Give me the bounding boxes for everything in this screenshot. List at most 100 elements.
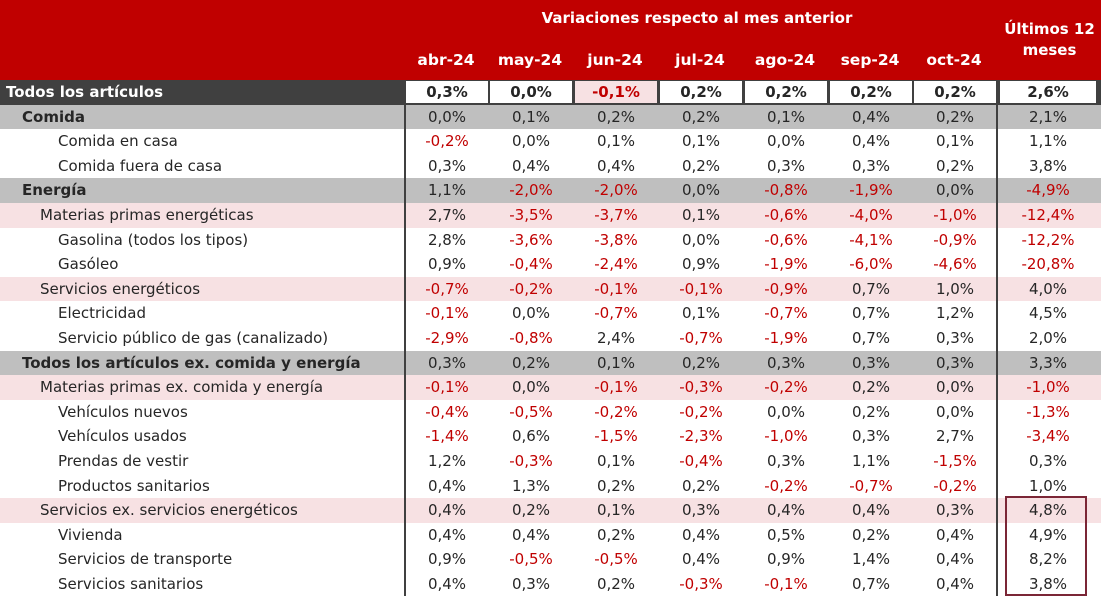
value-cell: 0,3% — [935, 329, 975, 347]
month-header: ago-24 — [754, 51, 816, 69]
value-cell: -0,2% — [764, 476, 808, 495]
value-cell: 0,0% — [681, 230, 721, 249]
value-cell: 0,0% — [511, 304, 551, 323]
value-cell: -2,3% — [679, 427, 723, 446]
value-cell: 0,3% — [406, 81, 488, 103]
value-cell: 0,2% — [511, 501, 551, 520]
value-cell: 1,1% — [851, 452, 891, 470]
value-cell: -2,9% — [425, 329, 469, 347]
value-cell: -4,6% — [933, 255, 977, 274]
value-cell: -0,7% — [764, 304, 808, 323]
last12-cell: 1,0% — [1028, 476, 1068, 495]
value-cell: 0,0% — [511, 132, 551, 151]
value-cell: 0,4% — [935, 575, 975, 593]
last12-header-line2: meses — [1022, 41, 1077, 59]
column-divider — [996, 80, 998, 596]
value-cell: 0,2% — [935, 156, 975, 175]
last12-cell: 4,0% — [1028, 279, 1068, 298]
value-cell: 0,3% — [427, 156, 467, 175]
last12-cell: 3,8% — [1028, 575, 1068, 593]
value-cell: 0,2% — [596, 476, 636, 495]
value-cell: 0,1% — [935, 132, 975, 151]
value-cell: -0,6% — [764, 230, 808, 249]
table-row: Prendas de vestir 1,2% -0,3% 0,1% -0,4% 0,3% 1… — [0, 449, 1101, 474]
row-label: Comida en casa — [58, 132, 178, 151]
value-cell: -0,1% — [575, 81, 657, 103]
last12-cell: 4,9% — [1028, 525, 1068, 544]
table-row: Materias primas ex. comida y energía -0,1… — [0, 375, 1101, 400]
row-label: Todos los artículos — [6, 83, 164, 101]
value-cell: 0,2% — [745, 81, 827, 103]
value-cell: 0,2% — [681, 107, 721, 126]
value-cell: 0,2% — [851, 402, 891, 421]
last12-cell: 2,6% — [1000, 81, 1096, 103]
value-cell: 0,2% — [596, 107, 636, 126]
row-label: Vehículos usados — [58, 427, 187, 446]
row-label: Servicios sanitarios — [58, 575, 204, 593]
value-cell: -0,5% — [594, 550, 638, 569]
table-row: Gasóleo 0,9% -0,4% -2,4% 0,9% -1,9% -6,0% -4,6%… — [0, 252, 1101, 277]
value-cell: -3,6% — [509, 230, 553, 249]
value-cell: -1,5% — [933, 452, 977, 470]
value-cell: -4,1% — [849, 230, 893, 249]
value-cell: -0,1% — [425, 304, 469, 323]
value-cell: 0,4% — [935, 525, 975, 544]
value-cell: -0,5% — [509, 402, 553, 421]
value-cell: 0,4% — [511, 156, 551, 175]
value-cell: 0,2% — [511, 353, 551, 372]
value-cell: 0,2% — [660, 81, 742, 103]
value-cell: 0,1% — [681, 206, 721, 224]
value-cell: 0,4% — [427, 476, 467, 495]
value-cell: 0,4% — [427, 575, 467, 593]
value-cell: -0,9% — [933, 230, 977, 249]
value-cell: -0,8% — [509, 329, 553, 347]
value-cell: 0,7% — [851, 329, 891, 347]
value-cell: -1,0% — [764, 427, 808, 446]
table-row: Productos sanitarios 0,4% 1,3% 0,2% 0,2% -0,2… — [0, 474, 1101, 499]
value-cell: -0,1% — [764, 575, 808, 593]
value-cell: 0,0% — [935, 402, 975, 421]
value-cell: 0,2% — [681, 156, 721, 175]
column-divider — [404, 80, 406, 596]
value-cell: -0,5% — [509, 550, 553, 569]
table-row: Comida en casa -0,2% 0,0% 0,1% 0,1% 0,0% 0,4% 0… — [0, 129, 1101, 154]
row-label: Servicios energéticos — [40, 279, 201, 298]
table-row: Todos los artículos 0,3% 0,0% -0,1% 0,2% 0,2%… — [0, 80, 1101, 105]
value-cell: 0,0% — [766, 132, 806, 151]
row-label: Vivienda — [58, 525, 123, 544]
row-label: Prendas de vestir — [58, 452, 189, 470]
value-cell: 0,1% — [681, 304, 721, 323]
table-row: Energía 1,1% -2,0% -2,0% 0,0% -0,8% -1,9% 0,0% -… — [0, 178, 1101, 203]
table-row: Servicio público de gas (canalizado) -2,9… — [0, 326, 1101, 351]
value-cell: -0,6% — [764, 206, 808, 224]
table-row: Materias primas energéticas 2,7% -3,5% -3,7… — [0, 203, 1101, 228]
value-cell: 0,4% — [681, 550, 721, 569]
value-cell: -6,0% — [849, 255, 893, 274]
row-label: Materias primas energéticas — [40, 206, 254, 224]
value-cell: -1,9% — [764, 329, 808, 347]
table-row: Servicios ex. servicios energéticos 0,4% 0… — [0, 498, 1101, 523]
last12-cell: 4,8% — [1028, 501, 1068, 520]
value-cell: 1,2% — [935, 304, 975, 323]
value-cell: 0,2% — [851, 525, 891, 544]
value-cell: 0,1% — [766, 107, 806, 126]
value-cell: 0,0% — [935, 181, 975, 200]
value-cell: 0,2% — [851, 378, 891, 397]
table-row: Servicios energéticos -0,7% -0,2% -0,1% -0,1… — [0, 276, 1101, 302]
value-cell: 2,7% — [935, 427, 975, 446]
value-cell: 0,3% — [935, 501, 975, 520]
value-cell: 0,0% — [427, 107, 467, 126]
value-cell: -0,1% — [679, 279, 723, 298]
value-cell: -0,2% — [679, 402, 723, 421]
row-label: Gasolina (todos los tipos) — [58, 230, 249, 249]
last12-cell: 8,2% — [1028, 550, 1068, 569]
row-label: Electricidad — [58, 304, 146, 323]
value-cell: 0,2% — [681, 476, 721, 495]
value-cell: 2,4% — [596, 329, 636, 347]
last12-cell: -1,3% — [1026, 402, 1070, 421]
value-cell: -1,0% — [933, 206, 977, 224]
value-cell: -3,7% — [594, 206, 638, 224]
value-cell: -0,2% — [594, 402, 638, 421]
value-cell: -0,4% — [509, 255, 553, 274]
